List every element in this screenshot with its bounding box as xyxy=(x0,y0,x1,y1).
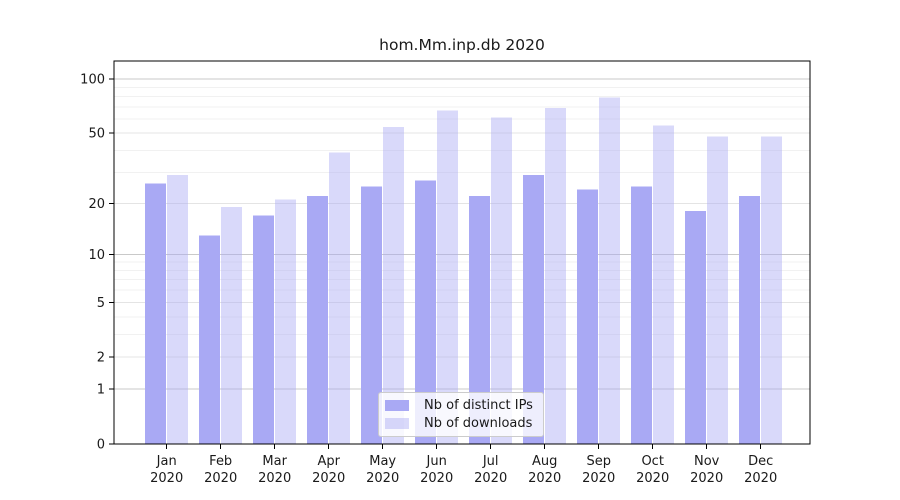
bar-distinct-ips-Jun xyxy=(415,180,437,444)
bar-distinct-ips-Aug xyxy=(523,175,545,444)
x-tick-label-year: 2020 xyxy=(582,471,615,486)
x-tick-label-year: 2020 xyxy=(420,471,453,486)
bar-distinct-ips-Apr xyxy=(307,196,329,444)
y-tick-label: 5 xyxy=(97,296,105,311)
bar-downloads-Aug xyxy=(545,108,567,444)
x-tick-label-year: 2020 xyxy=(744,471,777,486)
x-tick-label-year: 2020 xyxy=(636,471,669,486)
x-tick-label-year: 2020 xyxy=(258,471,291,486)
x-tick-label: Oct xyxy=(641,454,663,469)
x-tick-label: Jun xyxy=(426,454,447,469)
bar-distinct-ips-Jan xyxy=(145,183,167,444)
x-tick-label: Nov xyxy=(694,454,720,469)
x-tick-label: Aug xyxy=(532,454,557,469)
bar-distinct-ips-Nov xyxy=(685,211,707,444)
bar-downloads-Oct xyxy=(653,125,675,444)
bar-distinct-ips-May xyxy=(361,186,383,444)
bar-downloads-Mar xyxy=(275,199,297,444)
bar-downloads-Nov xyxy=(707,136,729,445)
x-tick-label-year: 2020 xyxy=(312,471,345,486)
bar-downloads-Jul xyxy=(491,117,513,444)
x-tick-label: Jan xyxy=(156,454,177,469)
bar-downloads-Apr xyxy=(329,152,351,445)
x-tick-label: May xyxy=(369,454,396,469)
x-tick-label: Feb xyxy=(209,454,232,469)
bar-downloads-Dec xyxy=(761,136,783,445)
y-tick-label: 0 xyxy=(97,438,105,453)
x-tick-label: Jul xyxy=(482,454,499,469)
bar-distinct-ips-Mar xyxy=(253,215,275,444)
x-tick-label: Sep xyxy=(586,454,611,469)
legend-item-downloads: Nb of downloads xyxy=(385,416,533,431)
legend-swatch-downloads-icon xyxy=(385,418,409,429)
y-tick-label: 50 xyxy=(88,127,105,142)
y-tick-label: 10 xyxy=(88,248,105,263)
legend-item-distinct-ips: Nb of distinct IPs xyxy=(385,398,533,413)
bar-downloads-Feb xyxy=(221,207,243,444)
x-tick-label-year: 2020 xyxy=(366,471,399,486)
legend-swatch-distinct-ips-icon xyxy=(385,400,409,411)
x-tick-label-year: 2020 xyxy=(690,471,723,486)
x-tick-label: Apr xyxy=(317,454,340,469)
bar-downloads-May xyxy=(383,127,405,444)
bar-distinct-ips-Dec xyxy=(739,196,761,444)
bar-distinct-ips-Jul xyxy=(469,196,491,444)
bar-downloads-Jun xyxy=(437,110,459,445)
y-tick-label: 100 xyxy=(80,73,105,88)
y-tick-label: 1 xyxy=(97,383,105,398)
x-tick-label: Mar xyxy=(262,454,287,469)
bar-downloads-Jan xyxy=(167,175,189,444)
y-tick-label: 2 xyxy=(97,351,105,366)
bar-distinct-ips-Sep xyxy=(577,189,599,444)
x-tick-label: Dec xyxy=(748,454,773,469)
legend: Nb of distinct IPs Nb of downloads xyxy=(378,392,544,437)
bar-distinct-ips-Feb xyxy=(199,235,221,444)
bar-distinct-ips-Oct xyxy=(631,186,653,444)
chart-title: hom.Mm.inp.db 2020 xyxy=(379,36,545,54)
legend-label: Nb of downloads xyxy=(424,416,533,431)
bar-downloads-Sep xyxy=(599,97,621,444)
x-tick-label-year: 2020 xyxy=(150,471,183,486)
x-tick-label-year: 2020 xyxy=(204,471,237,486)
x-tick-label-year: 2020 xyxy=(528,471,561,486)
x-tick-label-year: 2020 xyxy=(474,471,507,486)
legend-label: Nb of distinct IPs xyxy=(424,398,533,413)
plot-border xyxy=(113,60,811,445)
y-tick-label: 20 xyxy=(88,197,105,212)
